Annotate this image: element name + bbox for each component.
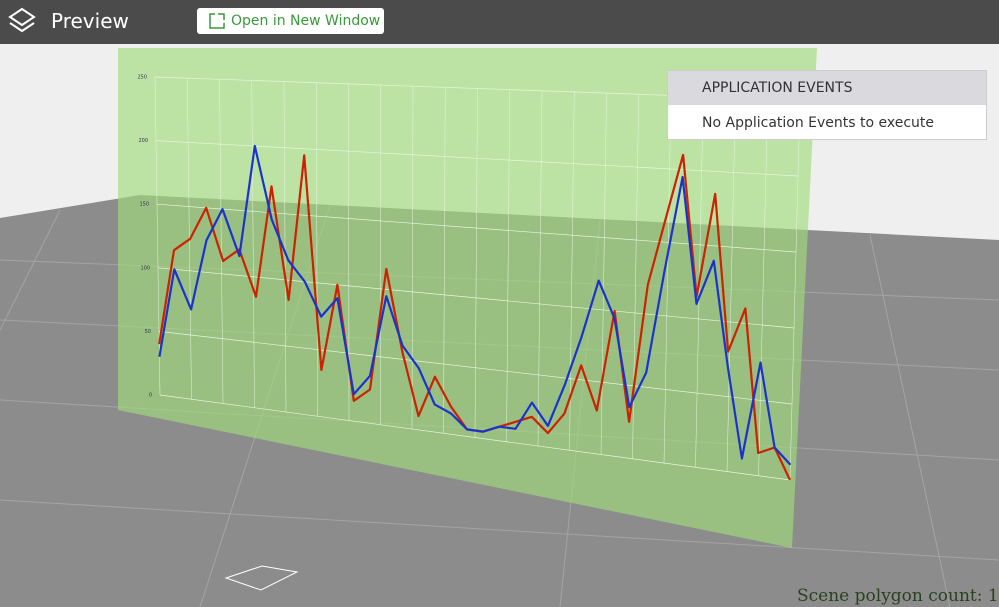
events-panel: APPLICATION EVENTS No Application Events… — [667, 70, 987, 140]
y-tick-label: 50 — [145, 329, 151, 335]
grid-line-vertical — [219, 79, 224, 404]
chart: 0 50 100 150 200 250 — [137, 75, 801, 481]
grid-line-vertical — [569, 91, 575, 451]
polygon-count: Scene polygon count: 14 — [797, 586, 999, 606]
page-title: Preview — [51, 9, 129, 33]
grid-line-vertical — [474, 88, 478, 438]
button-label[interactable]: Open in New Window — [231, 13, 381, 29]
grid-line-vertical — [600, 93, 607, 455]
grid-line-vertical — [443, 87, 446, 434]
grid-line-vertical — [283, 81, 287, 413]
events-title: APPLICATION EVENTS — [668, 71, 986, 105]
grid-line-vertical — [506, 89, 510, 442]
series-line — [158, 144, 792, 466]
y-tick-label: 100 — [140, 265, 150, 271]
grid-line-vertical — [411, 86, 414, 430]
logo-icon — [8, 7, 36, 33]
y-tick-label: 150 — [139, 202, 149, 208]
chart-plane — [118, 48, 817, 548]
open-window-button[interactable]: Open in New Window — [197, 8, 384, 34]
grid-line-vertical — [537, 90, 543, 447]
grid-line-vertical — [758, 98, 768, 476]
grid-line-vertical — [663, 95, 672, 464]
grid-line-vertical — [316, 82, 318, 417]
grid-line-vertical — [251, 80, 255, 408]
top-bar: Preview Open in New Window — [0, 0, 999, 44]
grid-line-vertical — [789, 99, 801, 481]
y-tick-label: 250 — [137, 75, 147, 81]
external-icon — [209, 13, 225, 29]
y-tick-label: 200 — [138, 138, 148, 144]
grid-line-vertical — [726, 97, 736, 472]
origin-marker — [224, 565, 299, 591]
events-message: No Application Events to execute — [702, 115, 935, 131]
y-tick-label: 0 — [149, 393, 152, 399]
